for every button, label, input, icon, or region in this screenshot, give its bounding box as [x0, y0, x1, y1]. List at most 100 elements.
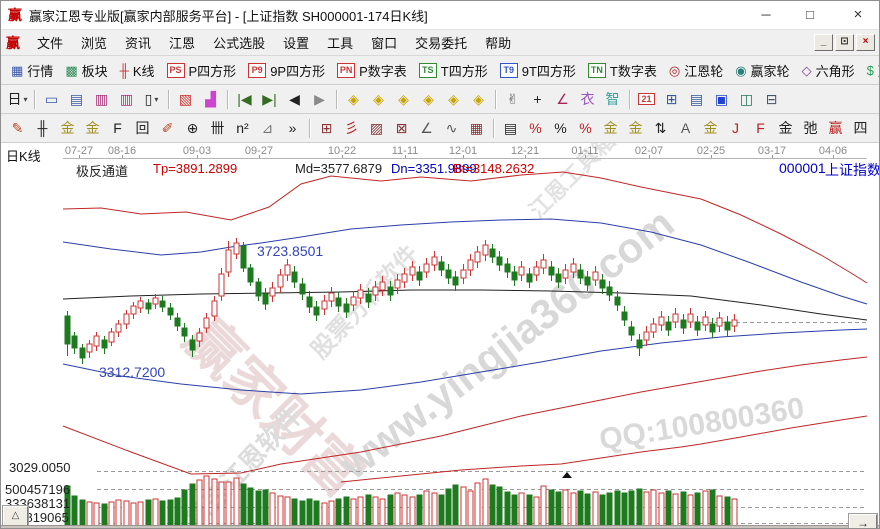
- menu-item-formula-stock-pick[interactable]: 公式选股: [213, 36, 266, 51]
- tool-j-line[interactable]: J: [724, 117, 747, 139]
- menu-item-window[interactable]: 窗口: [371, 36, 398, 51]
- close-button[interactable]: ×: [853, 6, 863, 23]
- tool-pan-right[interactable]: ◈: [367, 88, 390, 110]
- toolbar-gann-wheel[interactable]: ◎ 江恩轮: [663, 58, 729, 82]
- toolbar-p-square[interactable]: PS P四方形: [161, 58, 243, 82]
- tool-bars-9[interactable]: ▥: [115, 88, 138, 110]
- tool-go-first[interactable]: |◀: [233, 88, 256, 110]
- toolbar-winner-service[interactable]: $ 赢家服务: [861, 58, 879, 82]
- tool-pc-money-tool[interactable]: ◫: [735, 88, 758, 110]
- menu-item-tools[interactable]: 工具: [327, 36, 354, 51]
- kline-canvas[interactable]: [1, 143, 879, 529]
- volume-bar: [284, 496, 291, 527]
- tool-zoom-area-tool[interactable]: ▭: [40, 88, 63, 110]
- tool-smart-tool[interactable]: 智: [601, 88, 624, 110]
- tool-pan-left[interactable]: ◈: [342, 88, 365, 110]
- tool-gold-ray[interactable]: 金: [774, 117, 797, 139]
- tool-bars-3[interactable]: ▥: [90, 88, 113, 110]
- menu-item-settings[interactable]: 设置: [283, 36, 310, 51]
- child-close-button[interactable]: ×: [856, 34, 875, 51]
- horizontal-scrollbar[interactable]: [1, 525, 879, 528]
- tool-angle-brush[interactable]: ✐: [156, 117, 179, 139]
- toolbar-9p-square[interactable]: P9 9P四方形: [242, 58, 331, 82]
- tool-next-bar[interactable]: ▶: [308, 88, 331, 110]
- tool-gold-grid-2[interactable]: 金: [81, 117, 104, 139]
- tool-candle-style-dropdown[interactable]: ▯ ▾: [140, 88, 163, 110]
- toolbar-kline[interactable]: ╫ K线: [114, 58, 161, 82]
- tool-win-line[interactable]: 赢: [824, 117, 847, 139]
- tool-dense-grid[interactable]: ▦: [465, 117, 488, 139]
- toolbar-sectors[interactable]: ▩ 板块: [59, 58, 113, 82]
- minimize-button[interactable]: ─: [761, 7, 771, 22]
- tool-crossed-box[interactable]: ⊠: [390, 117, 413, 139]
- tool-percent-line[interactable]: %: [549, 117, 572, 139]
- child-restore-button[interactable]: ⊡: [835, 34, 854, 51]
- tool-compress-all[interactable]: ◈: [467, 88, 490, 110]
- tool-n-square[interactable]: n²: [231, 117, 254, 139]
- tool-four-line[interactable]: 四: [849, 117, 872, 139]
- tool-chi-line[interactable]: 弛: [799, 117, 822, 139]
- tool-hand-tool[interactable]: ✌: [501, 88, 524, 110]
- toolbar-9t-square[interactable]: T9 9T四方形: [494, 58, 582, 82]
- tool-notes-tool[interactable]: ▤: [685, 88, 708, 110]
- tool-skin-tool[interactable]: 衣: [576, 88, 599, 110]
- tool-tick-grid[interactable]: 卌: [206, 117, 229, 139]
- menu-item-trade-entrust[interactable]: 交易委托: [415, 36, 468, 51]
- tool-more-tools[interactable]: »: [281, 117, 304, 139]
- tool-gold-level[interactable]: 金: [624, 117, 647, 139]
- tool-info-panel[interactable]: ▤: [65, 88, 88, 110]
- menu-item-browse[interactable]: 浏览: [81, 36, 108, 51]
- volume-bar: [621, 492, 628, 527]
- tool-gann-frame[interactable]: ▧: [174, 88, 197, 110]
- tool-gold-angle[interactable]: 金: [699, 117, 722, 139]
- candle-body: [203, 317, 210, 329]
- volume-bar: [518, 492, 525, 527]
- tool-trend-brush[interactable]: ⇅: [649, 117, 672, 139]
- menu-item-file[interactable]: 文件: [37, 36, 64, 51]
- tool-circle-grid[interactable]: ⊕: [181, 117, 204, 139]
- candle-body: [452, 276, 459, 286]
- menu-item-help[interactable]: 帮助: [485, 36, 512, 51]
- tool-gold-grid-1[interactable]: 金: [56, 117, 79, 139]
- tool-gann-box[interactable]: ⊞: [315, 117, 338, 139]
- tool-gann-fan[interactable]: 彡: [340, 117, 363, 139]
- toolbar-t-square[interactable]: TS T四方形: [413, 58, 494, 82]
- tool-shaded-box[interactable]: ▨: [365, 117, 388, 139]
- tool-expand-all[interactable]: ◈: [442, 88, 465, 110]
- tool-compress-horizontal[interactable]: ◈: [417, 88, 440, 110]
- tool-f-angle[interactable]: F: [749, 117, 772, 139]
- tool-gann-grid[interactable]: ╫: [31, 117, 54, 139]
- toolbar-hexagon[interactable]: ◇ 六角形: [796, 58, 861, 82]
- tool-truck-tool[interactable]: ⊟: [760, 88, 783, 110]
- maximize-button[interactable]: □: [806, 7, 814, 22]
- toolbar-winner-wheel[interactable]: ◉ 赢家轮: [729, 58, 795, 82]
- scroll-right-button[interactable]: →: [848, 513, 878, 528]
- tool-gold-circle[interactable]: 金: [599, 117, 622, 139]
- tool-angle-lines[interactable]: ∠: [415, 117, 438, 139]
- tool-draw-brush[interactable]: ✎: [6, 117, 29, 139]
- tool-go-last[interactable]: ▶|: [258, 88, 281, 110]
- tool-expand-horizontal[interactable]: ◈: [392, 88, 415, 110]
- toolbar-t-number-table[interactable]: TN T数字表: [582, 58, 663, 82]
- tool-calculator-tool[interactable]: ⊞: [660, 88, 683, 110]
- tool-calendar-tool[interactable]: 21: [635, 88, 658, 110]
- toolbar-quotes[interactable]: ▦ 行情: [5, 58, 59, 82]
- tool-angle-tool[interactable]: ∠: [551, 88, 574, 110]
- tool-percent-level[interactable]: %: [574, 117, 597, 139]
- tool-prev-bar[interactable]: ◀: [283, 88, 306, 110]
- tool-flag-line[interactable]: ⊿: [256, 117, 279, 139]
- toolbar-p-number-table[interactable]: PN P数字表: [331, 58, 413, 82]
- tool-f-lines[interactable]: F: [106, 117, 129, 139]
- tool-crosshair-tool[interactable]: +: [526, 88, 549, 110]
- tool-period-day-dropdown[interactable]: 日 ▾: [6, 88, 29, 110]
- tool-wave-a[interactable]: A: [674, 117, 697, 139]
- menu-item-news[interactable]: 资讯: [125, 36, 152, 51]
- child-minimize-button[interactable]: _: [814, 34, 833, 51]
- tool-spiral-tool[interactable]: 回: [131, 117, 154, 139]
- tool-price-ruler[interactable]: ▤: [499, 117, 522, 139]
- tool-zigzag-line[interactable]: ∿: [440, 117, 463, 139]
- tool-histogram-tool[interactable]: ▟: [199, 88, 222, 110]
- menu-item-gann[interactable]: 江恩: [169, 36, 196, 51]
- tool-percent-frame[interactable]: %: [524, 117, 547, 139]
- tool-save-tool[interactable]: ▣: [710, 88, 733, 110]
